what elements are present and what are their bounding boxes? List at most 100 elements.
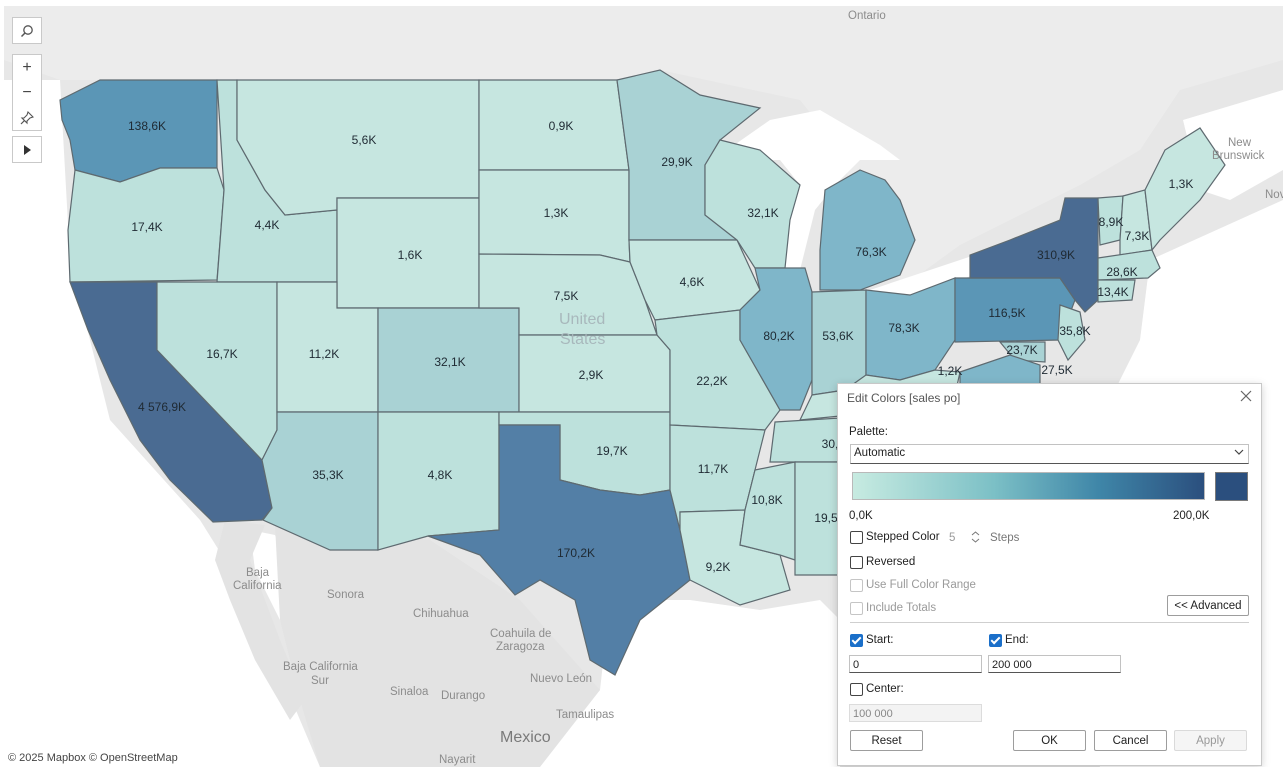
center-label: Center: xyxy=(866,683,904,695)
state-value-label-MD: 23,7K xyxy=(1006,343,1037,357)
advanced-button[interactable]: << Advanced xyxy=(1167,595,1249,616)
state-value-label-NE: 7,5K xyxy=(554,289,579,303)
state-value-label-OH: 78,3K xyxy=(888,321,919,335)
close-icon xyxy=(1240,390,1252,402)
place-baja-california-2: California xyxy=(233,580,282,592)
close-button[interactable] xyxy=(1240,389,1252,407)
end-checkbox[interactable] xyxy=(989,634,1002,647)
palette-select[interactable]: Automatic xyxy=(850,444,1249,464)
center-checkbox[interactable] xyxy=(850,683,863,696)
state-ME[interactable] xyxy=(1144,127,1226,252)
state-value-label-NV: 16,7K xyxy=(206,347,237,361)
gulf-of-mexico xyxy=(520,600,840,767)
state-value-label-NH: 7,3K xyxy=(1125,229,1150,243)
place-coahuila-2: Zaragoza xyxy=(496,641,545,653)
state-value-label-PA: 116,5K xyxy=(988,306,1025,320)
state-value-labels: 138,6K 17,4K 4 576,9K 4,4K 16,7K 5,6K 1,6K 11,2… xyxy=(128,119,1193,574)
pin-button[interactable] xyxy=(13,105,41,130)
place-coahuila-1: Coahuila de xyxy=(490,628,551,640)
place-tamaulipas: Tamaulipas xyxy=(556,709,614,721)
cancel-button[interactable]: Cancel xyxy=(1094,730,1167,751)
state-TX[interactable] xyxy=(427,424,691,676)
place-nuevo-leon: Nuevo León xyxy=(530,673,592,685)
state-value-label-IN: 53,6K xyxy=(822,329,853,343)
state-value-label-SD: 1,3K xyxy=(544,206,569,220)
start-label: Start: xyxy=(866,634,894,646)
state-value-label-CO: 32,1K xyxy=(434,355,465,369)
state-value-label-NY: 310,9K xyxy=(1037,248,1075,262)
zoom-in-button[interactable]: + xyxy=(22,58,32,76)
start-input[interactable]: 0 xyxy=(849,655,982,673)
state-value-label-NJ: 35,8K xyxy=(1059,324,1090,338)
search-icon xyxy=(20,24,33,37)
edit-colors-dialog: Edit Colors [sales po] Palette: Automati… xyxy=(837,383,1262,766)
state-CT[interactable] xyxy=(1097,279,1136,303)
map-search-button[interactable] xyxy=(13,18,41,43)
place-united: United xyxy=(559,311,605,328)
state-WI[interactable] xyxy=(704,139,801,269)
state-value-label-IA: 4,6K xyxy=(680,275,705,289)
state-value-label-AR: 11,7K xyxy=(698,462,728,476)
ok-button[interactable]: OK xyxy=(1013,730,1086,751)
state-value-label-WY: 1,6K xyxy=(398,248,423,262)
place-new-brunswick-1: New xyxy=(1228,137,1252,149)
start-checkbox[interactable] xyxy=(850,634,863,647)
state-value-label-WA: 138,6K xyxy=(128,119,166,133)
place-sinaloa: Sinaloa xyxy=(390,686,429,698)
spinner-arrows-icon xyxy=(971,531,980,543)
state-MD[interactable] xyxy=(998,341,1046,363)
include-totals-label: Include Totals xyxy=(866,602,937,614)
state-value-label-LA: 9,2K xyxy=(706,560,731,574)
apply-button[interactable]: Apply xyxy=(1174,730,1247,751)
state-value-label-AL: 19,5 xyxy=(814,511,838,525)
state-value-label-ID: 4,4K xyxy=(255,218,280,232)
use-full-color-range-checkbox[interactable] xyxy=(850,579,863,592)
state-IL[interactable] xyxy=(739,267,813,411)
reset-button[interactable]: Reset xyxy=(850,730,923,751)
end-color-swatch[interactable] xyxy=(1215,472,1248,501)
state-MA[interactable] xyxy=(1097,249,1161,281)
map-attribution[interactable]: © 2025 Mapbox © OpenStreetMap xyxy=(8,752,178,764)
color-ramp[interactable] xyxy=(852,472,1205,500)
state-value-label-IL: 80,2K xyxy=(763,329,794,343)
place-baja-california-sur-1: Baja California xyxy=(283,661,358,673)
reversed-checkbox[interactable] xyxy=(850,556,863,569)
mexico-land xyxy=(275,525,600,767)
state-MI[interactable] xyxy=(819,169,916,291)
palette-value: Automatic xyxy=(854,447,906,459)
play-icon xyxy=(24,144,31,155)
place-nova: Nov xyxy=(1265,189,1283,201)
state-value-label-MA: 28,6K xyxy=(1106,265,1137,279)
state-NJ[interactable] xyxy=(1057,304,1086,362)
state-value-label-ND: 0,9K xyxy=(549,119,574,133)
state-MT[interactable] xyxy=(236,79,480,216)
place-nayarit: Nayarit xyxy=(439,754,476,766)
state-value-label-VT: 8,9K xyxy=(1099,215,1124,229)
range-min-label: 0,0K xyxy=(849,510,873,522)
state-value-label-MI: 76,3K xyxy=(855,245,886,259)
canada-land xyxy=(4,6,1283,285)
center-input[interactable]: 100 000 xyxy=(849,704,982,722)
place-baja-california-1: Baja xyxy=(246,567,270,579)
steps-spinner[interactable] xyxy=(970,530,981,544)
play-button[interactable] xyxy=(13,137,41,162)
state-value-label-AZ: 35,3K xyxy=(312,468,343,482)
end-label: End: xyxy=(1005,634,1029,646)
place-sonora: Sonora xyxy=(327,589,365,601)
map-play-toolbar xyxy=(12,136,42,163)
map-zoom-toolbar: + − xyxy=(12,54,42,131)
stepped-color-checkbox[interactable] xyxy=(850,531,863,544)
state-value-label-OR: 17,4K xyxy=(131,220,162,234)
place-chihuahua: Chihuahua xyxy=(413,608,469,620)
place-baja-california-sur-2: Sur xyxy=(311,675,329,687)
palette-label: Palette: xyxy=(849,426,888,438)
end-input[interactable]: 200 000 xyxy=(988,655,1121,673)
dialog-title: Edit Colors [sales po] xyxy=(847,391,961,405)
zoom-out-button[interactable]: − xyxy=(22,83,32,101)
include-totals-checkbox[interactable] xyxy=(850,602,863,615)
steps-label: Steps xyxy=(990,532,1020,544)
steps-value[interactable]: 5 xyxy=(949,532,956,544)
state-value-label-DE: 27,5K xyxy=(1041,363,1072,377)
map-search-toolbar xyxy=(12,17,42,44)
state-value-label-CT: 13,4K xyxy=(1097,285,1128,299)
